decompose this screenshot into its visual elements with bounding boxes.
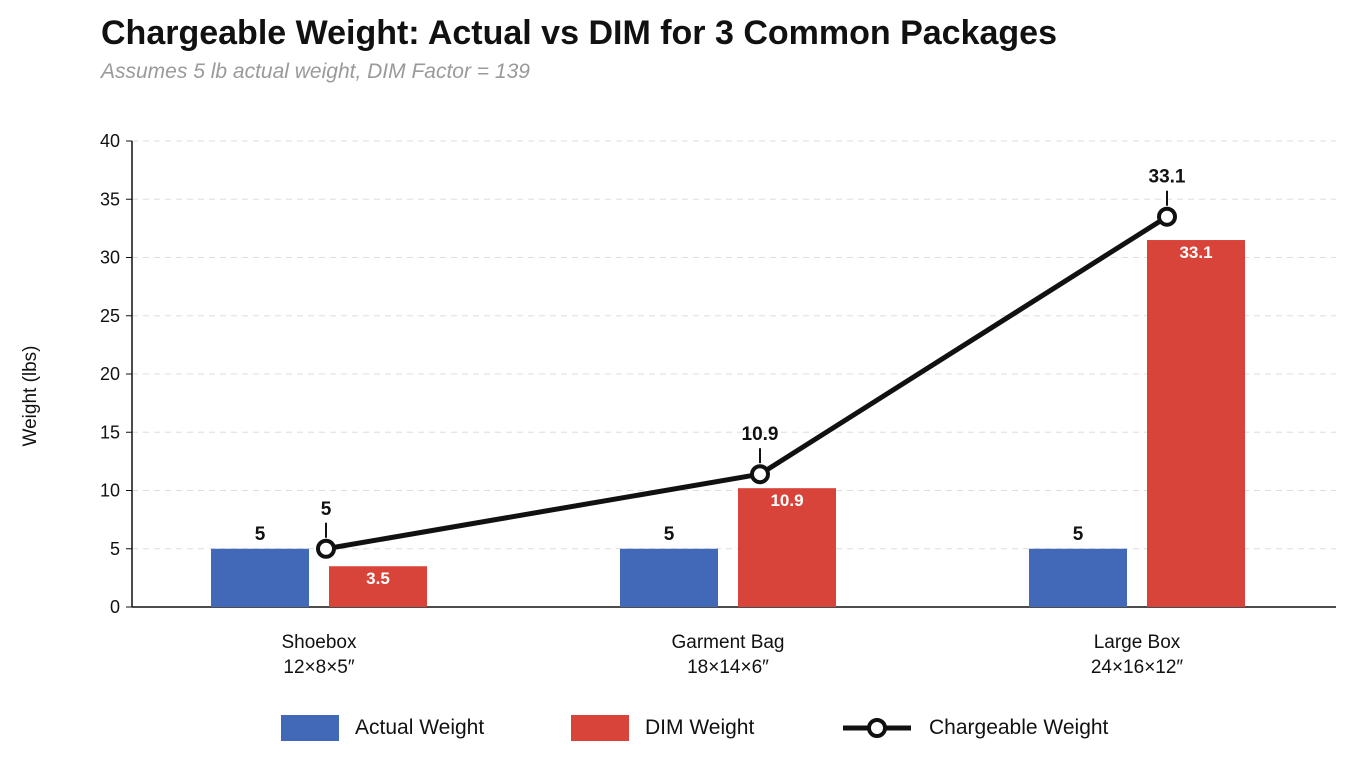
legend-label-actual: Actual Weight xyxy=(355,716,485,739)
bar-actual-weight xyxy=(211,548,309,607)
data-label-dim: 3.5 xyxy=(366,569,390,588)
bar-actual-weight xyxy=(1029,548,1127,607)
x-category-label: Shoebox xyxy=(281,632,357,653)
x-category-dims: 18×14×6″ xyxy=(687,657,769,678)
x-category-dims: 12×8×5″ xyxy=(283,657,354,678)
legend-label-dim: DIM Weight xyxy=(645,716,755,739)
bar-actual-weight xyxy=(620,548,718,607)
y-tick-label: 30 xyxy=(100,248,120,268)
y-tick-label: 10 xyxy=(100,481,120,501)
legend-swatch-dim xyxy=(571,715,629,741)
chart-legend: Actual Weight DIM Weight Chargeable Weig… xyxy=(0,713,1360,743)
legend-label-chargeable: Chargeable Weight xyxy=(929,716,1109,739)
y-axis-title: Weight (lbs) xyxy=(20,345,41,446)
legend-swatch-actual xyxy=(281,715,339,741)
chart-plot: 0 5 10 15 20 25 30 35 40 Weight (lbs) Shoebox 12×8×… xyxy=(20,131,1336,678)
bar-dim-weight xyxy=(1147,240,1245,607)
x-category-label: Garment Bag xyxy=(672,632,785,653)
data-label-chargeable: 10.9 xyxy=(742,424,779,445)
y-tick-label: 5 xyxy=(110,539,120,559)
data-label-actual: 5 xyxy=(1073,524,1084,545)
y-tick-label: 20 xyxy=(100,364,120,384)
y-tick-label: 40 xyxy=(100,131,120,151)
data-label-dim: 33.1 xyxy=(1179,243,1212,262)
data-label-chargeable: 33.1 xyxy=(1149,167,1186,188)
legend-item-dim: DIM Weight xyxy=(571,713,754,743)
legend-item-actual: Actual Weight xyxy=(281,713,484,743)
data-label-dim: 10.9 xyxy=(770,491,803,510)
bar-dim-weight xyxy=(738,488,836,607)
data-label-chargeable: 5 xyxy=(321,499,332,520)
legend-line-marker-icon xyxy=(843,718,911,738)
y-tick-label: 0 xyxy=(110,597,120,617)
marker-chargeable-weight xyxy=(750,464,770,485)
x-category-label: Large Box xyxy=(1094,632,1181,653)
data-label-actual: 5 xyxy=(664,524,675,545)
data-label-actual: 5 xyxy=(255,524,266,545)
marker-chargeable-weight xyxy=(316,538,336,559)
legend-item-chargeable: Chargeable Weight xyxy=(841,713,1108,743)
y-tick-label: 25 xyxy=(100,306,120,326)
bar-dim-weight xyxy=(329,566,427,607)
chart-subtitle: Assumes 5 lb actual weight, DIM Factor =… xyxy=(101,60,530,83)
chart-title: Chargeable Weight: Actual vs DIM for 3 C… xyxy=(101,14,1058,52)
y-tick-label: 15 xyxy=(100,422,120,442)
x-category-dims: 24×16×12″ xyxy=(1091,657,1184,678)
marker-chargeable-weight xyxy=(1157,206,1177,227)
y-tick-label: 35 xyxy=(100,189,120,209)
